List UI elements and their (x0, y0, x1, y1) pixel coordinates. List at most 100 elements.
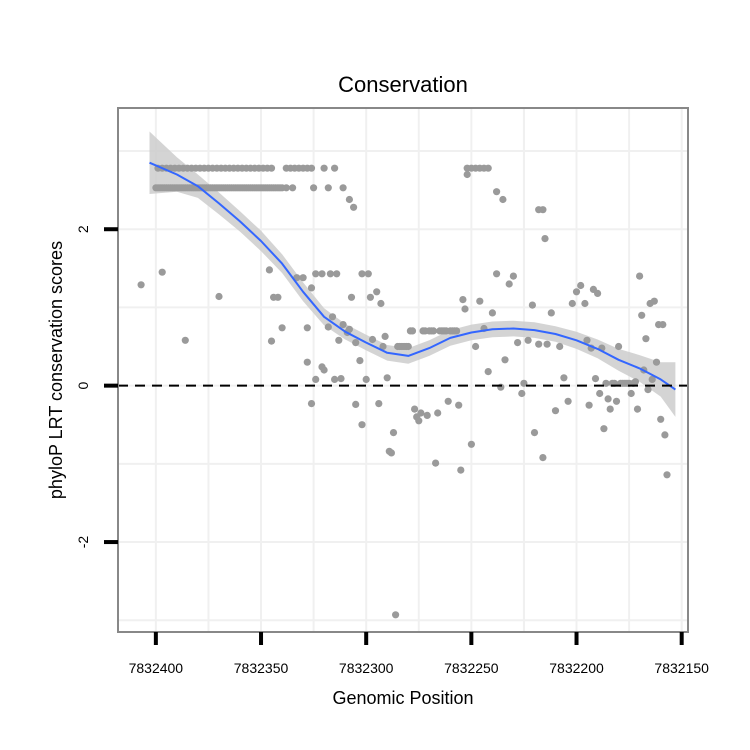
data-point (331, 164, 339, 172)
data-point (583, 336, 591, 344)
data-point (352, 339, 360, 347)
data-point (476, 297, 484, 305)
data-point (541, 235, 549, 243)
data-point (423, 411, 431, 419)
data-point (375, 400, 383, 408)
data-point (543, 340, 551, 348)
data-point (524, 336, 532, 344)
data-point (364, 270, 372, 278)
data-point (339, 184, 347, 192)
data-point (642, 335, 650, 343)
data-point (461, 305, 469, 313)
data-point (320, 164, 328, 172)
data-point (556, 342, 564, 351)
data-point (362, 375, 370, 383)
chart-title: Conservation (338, 72, 468, 97)
data-point (564, 397, 572, 405)
data-point (493, 188, 501, 196)
data-point (463, 170, 471, 179)
data-point (267, 164, 276, 172)
x-axis-label: Genomic Position (332, 688, 473, 708)
data-point (408, 327, 417, 335)
y-tick-label: 2 (75, 225, 91, 233)
data-point (339, 321, 347, 329)
data-point (581, 299, 589, 308)
data-point (392, 611, 400, 619)
data-point (383, 374, 391, 382)
data-points (137, 164, 671, 619)
data-point (518, 389, 526, 398)
data-point (493, 270, 501, 278)
data-point (158, 268, 166, 276)
data-point (663, 471, 671, 479)
data-point (368, 335, 377, 344)
data-point (345, 325, 353, 333)
data-point (472, 342, 480, 351)
data-point (644, 386, 652, 394)
data-point (389, 429, 398, 437)
plot-panel (117, 107, 689, 633)
data-point (659, 321, 667, 329)
data-point (326, 270, 334, 278)
data-point (528, 301, 537, 309)
data-point (488, 309, 496, 317)
x-tick-label: 7832400 (129, 660, 184, 676)
y-axis-ticks: -2 0 2 (75, 225, 118, 548)
data-point (356, 357, 364, 365)
data-point (307, 284, 316, 292)
data-point (307, 400, 316, 408)
data-point (514, 339, 522, 347)
data-point (289, 184, 297, 192)
data-point (333, 270, 341, 278)
data-point (631, 378, 640, 386)
data-point (373, 288, 381, 296)
data-point (535, 340, 543, 348)
data-point (307, 164, 316, 172)
y-tick-label: -2 (75, 536, 91, 549)
data-point (596, 389, 604, 398)
data-point (657, 415, 665, 423)
data-point (568, 299, 576, 308)
data-point (358, 421, 366, 429)
x-tick-label: 7832300 (339, 660, 394, 676)
data-point (299, 274, 307, 282)
data-point (347, 293, 356, 301)
data-point (303, 324, 311, 332)
data-point (585, 401, 593, 409)
data-point (604, 395, 612, 403)
y-tick-label: 0 (75, 382, 91, 390)
data-point (429, 327, 438, 335)
data-point (337, 375, 345, 383)
data-point (661, 431, 669, 439)
data-point (560, 374, 568, 382)
data-point (591, 375, 600, 383)
data-point (331, 375, 339, 383)
smooth-line-layer (149, 161, 676, 391)
data-point (509, 272, 517, 280)
data-point (381, 332, 389, 340)
data-point (633, 405, 642, 413)
x-tick-label: 7832150 (654, 660, 709, 676)
data-point (577, 281, 585, 290)
data-point (484, 368, 492, 376)
data-point (457, 466, 465, 474)
data-point (520, 379, 528, 387)
data-point (358, 270, 366, 278)
data-point (444, 397, 452, 405)
data-point (648, 375, 656, 383)
data-point (453, 327, 461, 335)
data-point (551, 407, 560, 415)
x-tick-label: 7832250 (444, 660, 499, 676)
data-point (572, 288, 581, 296)
data-point (274, 293, 282, 301)
data-point (278, 324, 286, 332)
confidence-band (149, 131, 676, 417)
data-point (320, 366, 328, 374)
data-point (324, 184, 332, 192)
data-point (459, 296, 467, 304)
data-point (417, 409, 425, 417)
data-point (434, 409, 442, 417)
data-point (345, 195, 353, 204)
data-point (303, 358, 311, 366)
